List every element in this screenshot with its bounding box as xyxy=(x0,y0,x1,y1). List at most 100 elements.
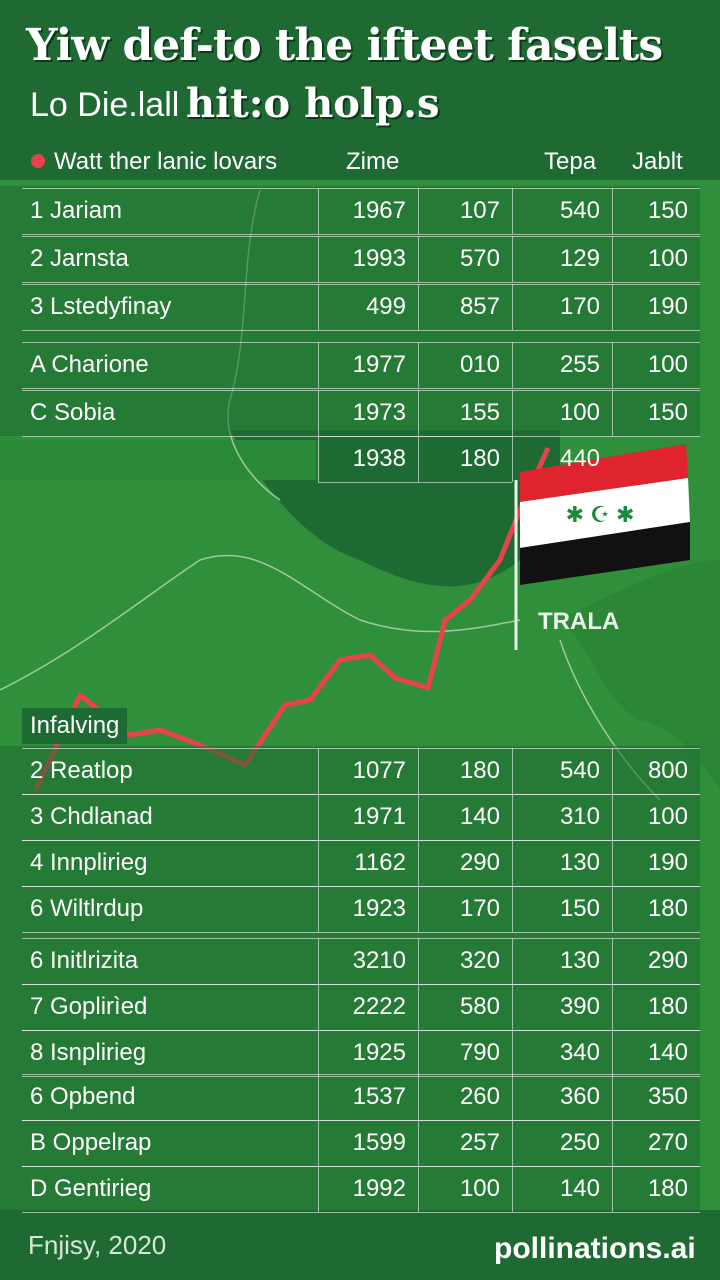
cell-value: 155 xyxy=(418,390,512,436)
cell-value: 250 xyxy=(512,1120,612,1166)
table-row: 3 Lstedyfinay 499 857 170 190 xyxy=(22,284,700,330)
watermark: pollinations.ai xyxy=(494,1232,696,1265)
row-label: 6 Opbend xyxy=(30,1083,136,1110)
cell-value: 150 xyxy=(512,886,612,932)
cell-value: 360 xyxy=(512,1074,612,1120)
cell-value: 130 xyxy=(512,938,612,984)
row-border xyxy=(22,1076,700,1077)
row-border xyxy=(318,482,512,483)
title: Yiw def-to the ifteet faselts xyxy=(26,20,663,71)
cell-value: 350 xyxy=(612,1074,700,1120)
row-label: 2 Reatlop xyxy=(30,757,133,784)
table-row: 7 Goplirìed 2222 580 390 180 xyxy=(22,984,700,1030)
cell-value: 140 xyxy=(418,794,512,840)
row-label: 3 Lstedyfinay xyxy=(30,293,172,320)
row-label: 8 Isnplirieg xyxy=(30,1039,147,1066)
cell-value: 1967 xyxy=(318,188,418,234)
table-row: B Oppelrap 1599 257 250 270 xyxy=(22,1120,700,1166)
row-label: 1 Jariam xyxy=(30,197,123,224)
cell-value: 570 xyxy=(418,236,512,282)
row-border xyxy=(22,1166,700,1167)
cell-value: 140 xyxy=(612,1030,700,1076)
row-border xyxy=(22,932,700,933)
row-border xyxy=(22,342,700,343)
cell-value: 1971 xyxy=(318,794,418,840)
svg-text:✱ ☪ ✱: ✱ ☪ ✱ xyxy=(566,502,635,527)
cell-value: 260 xyxy=(418,1074,512,1120)
cell-value: 150 xyxy=(612,188,700,234)
cell-value: 540 xyxy=(512,188,612,234)
cell-value: 180 xyxy=(612,886,700,932)
cell-value: 2222 xyxy=(318,984,418,1030)
row-border xyxy=(22,388,700,389)
cell-value: 800 xyxy=(612,748,700,794)
table-row: 8 Isnplirieg 1925 790 340 140 xyxy=(22,1030,700,1076)
cell-value: 857 xyxy=(418,284,512,330)
row-border xyxy=(22,188,700,189)
row-border xyxy=(22,236,700,237)
cell-value: 190 xyxy=(612,284,700,330)
cell-value: 180 xyxy=(418,748,512,794)
cell-value: 170 xyxy=(512,284,612,330)
cell-value: 1992 xyxy=(318,1166,418,1212)
table-row: 2 Jarnsta 1993 570 129 100 xyxy=(22,236,700,282)
cell-value: 100 xyxy=(418,1166,512,1212)
cell-value: 100 xyxy=(512,390,612,436)
row-border xyxy=(22,938,700,939)
footer-date: Fnjisy, 2020 xyxy=(28,1230,167,1260)
row-border xyxy=(22,748,700,749)
cell-value: 180 xyxy=(612,1166,700,1212)
row-label: C Sobia xyxy=(30,399,116,426)
cell-value: 790 xyxy=(418,1030,512,1076)
cell-value: 1923 xyxy=(318,886,418,932)
cell-value: 100 xyxy=(612,236,700,282)
table-row: 6 Opbend 1537 260 360 350 xyxy=(22,1074,700,1120)
cell-value: 440 xyxy=(512,436,612,482)
section-label: Infalving xyxy=(22,708,128,744)
row-label: A Charione xyxy=(30,351,149,378)
row-border xyxy=(22,390,700,391)
row-border xyxy=(22,984,700,985)
cell-value: 1599 xyxy=(318,1120,418,1166)
table-row: 3 Chdlanad 1971 140 310 100 xyxy=(22,794,700,840)
row-border xyxy=(22,234,700,235)
table-row: 2 Reatlop 1077 180 540 800 xyxy=(22,748,700,794)
table-row: A Charione 1977 010 255 100 xyxy=(22,342,700,388)
table-row: 1938 180 440 xyxy=(22,436,700,482)
column-header: Tepa xyxy=(544,148,597,175)
cell-value: 107 xyxy=(418,188,512,234)
flag: ✱ ☪ ✱ xyxy=(514,444,690,650)
table-row: 6 Initlrizita 3210 320 130 290 xyxy=(22,938,700,984)
column-header: Zime xyxy=(346,148,400,175)
row-border xyxy=(22,330,700,331)
row-label: 2 Jarnsta xyxy=(30,245,129,272)
table-row: 6 Wiltlrdup 1923 170 150 180 xyxy=(22,886,700,932)
row-label: 6 Wiltlrdup xyxy=(30,895,144,922)
row-label: D Gentirieg xyxy=(30,1175,152,1202)
cell-value: 1973 xyxy=(318,390,418,436)
cell-value: 170 xyxy=(418,886,512,932)
row-border xyxy=(22,282,700,283)
table-row: 1 Jariam 1967 107 540 150 xyxy=(22,188,700,234)
row-border xyxy=(22,886,700,887)
cell-value: 100 xyxy=(612,342,700,388)
cell-value: 1977 xyxy=(318,342,418,388)
cell-value: 1537 xyxy=(318,1074,418,1120)
row-border xyxy=(318,436,512,437)
cell-value: 190 xyxy=(612,840,700,886)
row-border xyxy=(22,1120,700,1121)
cell-value: 1162 xyxy=(318,840,418,886)
subtitle: Lo Die.lall xyxy=(30,86,180,124)
cell-value: 257 xyxy=(418,1120,512,1166)
row-label: B Oppelrap xyxy=(30,1129,152,1156)
cell-value: 3210 xyxy=(318,938,418,984)
cell-value: 1993 xyxy=(318,236,418,282)
row-label: 6 Initlrizita xyxy=(30,947,139,974)
row-border xyxy=(22,1030,700,1031)
cell-value: 540 xyxy=(512,748,612,794)
cell-value: 580 xyxy=(418,984,512,1030)
cell-value: 255 xyxy=(512,342,612,388)
table-row: 4 Innplirieg 1162 290 130 190 xyxy=(22,840,700,886)
